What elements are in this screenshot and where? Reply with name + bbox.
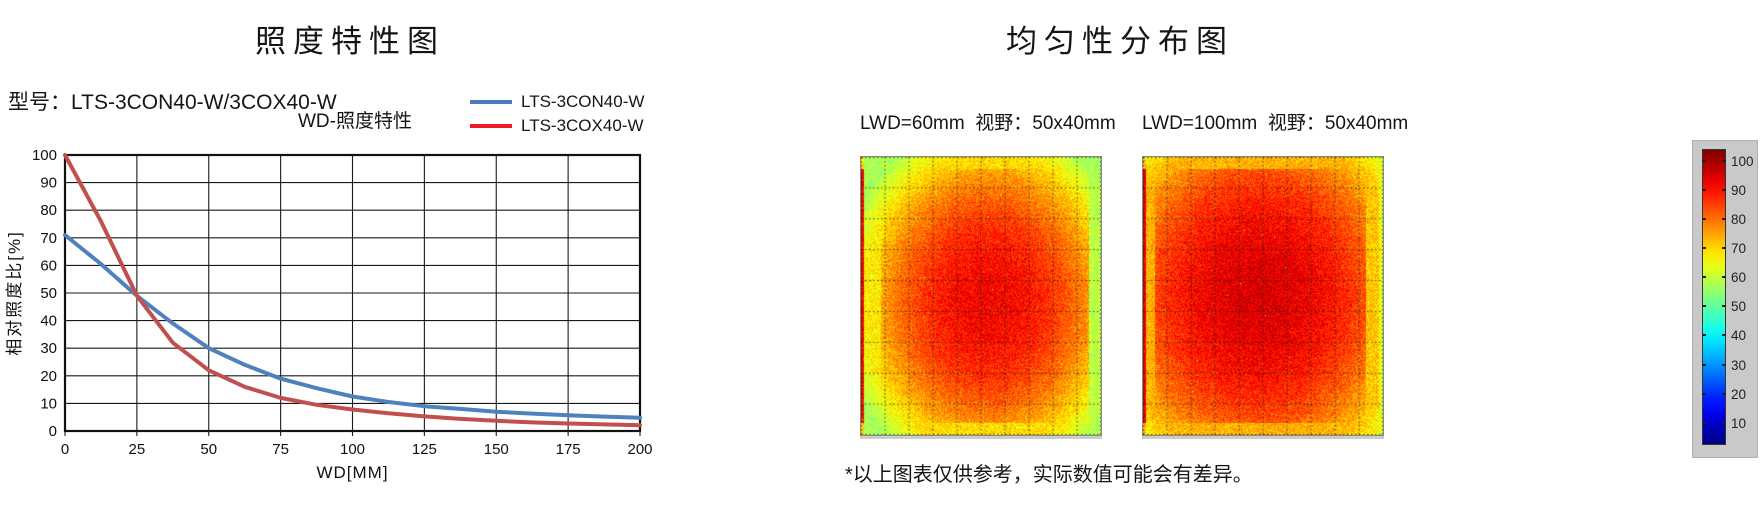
colorbar-tick-label: 70	[1731, 241, 1747, 257]
uniformity-heatmap-lwd60	[860, 156, 1102, 436]
svg-text:20: 20	[40, 368, 57, 385]
svg-text:100: 100	[340, 441, 365, 458]
series-line-1	[63, 153, 642, 428]
illuminance-line-chart: 0 10 20 30 40 50 60 70 80 90 100 0 25 50 75 100 125 150 17…	[5, 147, 653, 482]
colorbar-tick-mark	[1702, 159, 1706, 162]
uniformity-heatmap-lwd100	[1142, 156, 1384, 436]
y-axis-title: 相对照度比[%]	[5, 230, 24, 356]
line-chart-legend: LTS-3CON40-W LTS-3COX40-W	[470, 90, 644, 138]
svg-text:25: 25	[129, 441, 146, 458]
svg-text:50: 50	[40, 285, 57, 302]
line-chart-subtitle: WD-照度特性	[298, 111, 412, 132]
colorbar-tick-label: 30	[1731, 357, 1747, 373]
model-number-label: 型号：LTS-3CON40-W/3COX40-W	[8, 91, 337, 114]
legend-line-swatch-red	[470, 124, 512, 128]
colorbar-tick-mark	[1722, 305, 1726, 308]
x-axis-title: WD[MM]	[316, 463, 388, 482]
heatmap-2-label: LWD=100mm 视野：50x40mm	[1142, 113, 1409, 134]
colorbar-tick-label: 100	[1731, 153, 1754, 169]
legend-item: LTS-3CON40-W	[470, 90, 644, 114]
colorbar-tick-mark	[1722, 159, 1726, 162]
colorbar-tick-mark	[1722, 217, 1726, 220]
svg-text:125: 125	[412, 441, 437, 458]
colorbar-tick-label: 60	[1731, 270, 1747, 286]
colorbar-tick-mark	[1702, 334, 1706, 337]
svg-text:70: 70	[40, 230, 57, 247]
colorbar-panel: 100 90 80 70 60 50 40 30 20 10	[1692, 140, 1758, 458]
svg-text:200: 200	[627, 441, 652, 458]
colorbar-tick-mark	[1702, 188, 1706, 191]
colorbar-tick-label: 80	[1731, 211, 1747, 227]
svg-text:100: 100	[32, 147, 57, 164]
colorbar-tick-mark	[1722, 363, 1726, 366]
colorbar-tick-label: 10	[1731, 415, 1747, 431]
colorbar-tick-mark	[1702, 247, 1706, 250]
legend-item: LTS-3COX40-W	[470, 114, 644, 138]
colorbar-tick-mark	[1702, 421, 1706, 424]
uniformity-section-title: 均匀性分布图	[1006, 24, 1234, 59]
heatmap-1-label: LWD=60mm 视野：50x40mm	[860, 113, 1116, 134]
svg-text:80: 80	[40, 202, 57, 219]
legend-line-swatch-blue	[470, 100, 512, 104]
illuminance-section-title: 照度特性图	[255, 24, 445, 59]
colorbar-tick-mark	[1722, 334, 1726, 337]
colorbar-tick-label: 40	[1731, 328, 1747, 344]
svg-text:90: 90	[40, 175, 57, 192]
colorbar-tick-mark	[1722, 276, 1726, 279]
svg-text:150: 150	[484, 441, 509, 458]
svg-text:175: 175	[556, 441, 581, 458]
colorbar-tick-mark	[1702, 217, 1706, 220]
colorbar-tick-mark	[1722, 392, 1726, 395]
chart-border	[63, 153, 642, 433]
x-tick-labels: 0 25 50 75 100 125 150 175 200	[61, 441, 653, 458]
svg-text:30: 30	[40, 340, 57, 357]
colorbar-tick-mark	[1702, 276, 1706, 279]
legend-label: LTS-3CON40-W	[521, 92, 645, 111]
disclaimer-footnote: *以上图表仅供参考，实际数值可能会有差异。	[845, 464, 1253, 486]
y-tick-labels: 0 10 20 30 40 50 60 70 80 90 100	[32, 147, 57, 440]
svg-text:75: 75	[272, 441, 289, 458]
legend-label: LTS-3COX40-W	[521, 116, 644, 135]
svg-text:0: 0	[49, 423, 57, 440]
colorbar-tick-label: 20	[1731, 386, 1747, 402]
svg-text:50: 50	[200, 441, 217, 458]
svg-text:10: 10	[40, 395, 57, 412]
colorbar-tick-mark	[1702, 363, 1706, 366]
svg-text:40: 40	[40, 313, 57, 330]
series-line-0	[63, 233, 642, 420]
colorbar-tick-mark	[1722, 247, 1726, 250]
colorbar-tick-mark	[1702, 305, 1706, 308]
colorbar-gradient	[1702, 149, 1726, 445]
colorbar-tick-label: 50	[1731, 299, 1747, 315]
svg-text:60: 60	[40, 257, 57, 274]
colorbar-tick-mark	[1722, 188, 1726, 191]
colorbar-tick-label: 90	[1731, 182, 1747, 198]
colorbar-tick-mark	[1722, 421, 1726, 424]
chart-gridlines	[64, 154, 641, 436]
svg-text:0: 0	[61, 441, 69, 458]
colorbar-tick-mark	[1702, 392, 1706, 395]
